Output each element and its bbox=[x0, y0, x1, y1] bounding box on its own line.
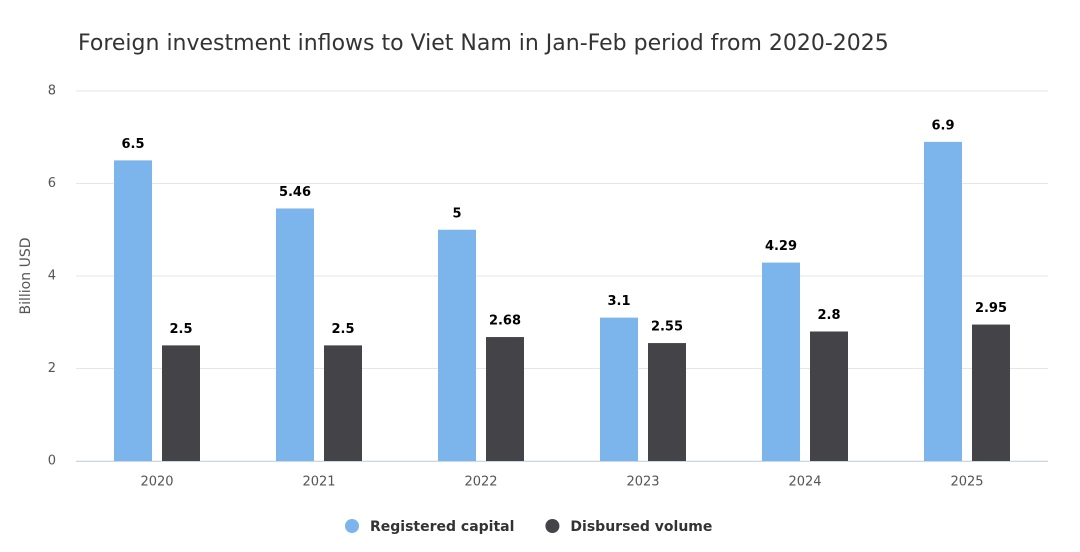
bar bbox=[600, 317, 638, 461]
x-tick-label: 2022 bbox=[464, 475, 497, 490]
y-tick-label: 8 bbox=[48, 84, 56, 99]
legend-marker bbox=[545, 519, 560, 533]
data-label: 5 bbox=[452, 206, 461, 221]
x-tick-label: 2021 bbox=[302, 475, 335, 490]
data-label: 5.46 bbox=[279, 185, 311, 200]
data-label: 6.5 bbox=[121, 137, 144, 152]
x-tick-label: 2023 bbox=[626, 475, 659, 490]
legend-marker bbox=[345, 519, 359, 533]
data-label: 2.68 bbox=[489, 314, 521, 329]
bar bbox=[972, 324, 1010, 461]
x-tick-label: 2024 bbox=[788, 475, 821, 490]
data-label: 2.95 bbox=[975, 301, 1007, 316]
legend-label: Disbursed volume bbox=[570, 519, 712, 535]
bar bbox=[648, 343, 686, 461]
bar bbox=[438, 229, 476, 461]
bar bbox=[486, 337, 524, 461]
data-label: 3.1 bbox=[607, 294, 630, 309]
bar bbox=[324, 345, 362, 461]
data-label: 4.29 bbox=[765, 239, 797, 254]
y-tick-label: 6 bbox=[48, 176, 56, 191]
bar bbox=[924, 141, 962, 461]
legend-label: Registered capital bbox=[370, 519, 514, 535]
y-tick-label: 2 bbox=[48, 361, 56, 376]
bar bbox=[276, 208, 314, 461]
y-tick-label: 4 bbox=[48, 269, 56, 284]
data-label: 2.55 bbox=[651, 320, 683, 335]
data-label: 2.5 bbox=[331, 322, 354, 337]
bar bbox=[810, 331, 848, 461]
bar bbox=[162, 345, 200, 461]
bar bbox=[762, 262, 800, 461]
x-tick-label: 2020 bbox=[140, 475, 173, 490]
chart-title: Foreign investment inflows to Viet Nam i… bbox=[78, 31, 889, 56]
y-tick-label: 0 bbox=[48, 454, 56, 469]
data-label: 6.9 bbox=[931, 118, 954, 133]
bar bbox=[114, 160, 152, 461]
data-label: 2.5 bbox=[169, 322, 192, 337]
data-label: 2.8 bbox=[817, 308, 840, 323]
x-tick-label: 2025 bbox=[950, 475, 983, 490]
y-axis-label: Billion USD bbox=[18, 238, 34, 315]
